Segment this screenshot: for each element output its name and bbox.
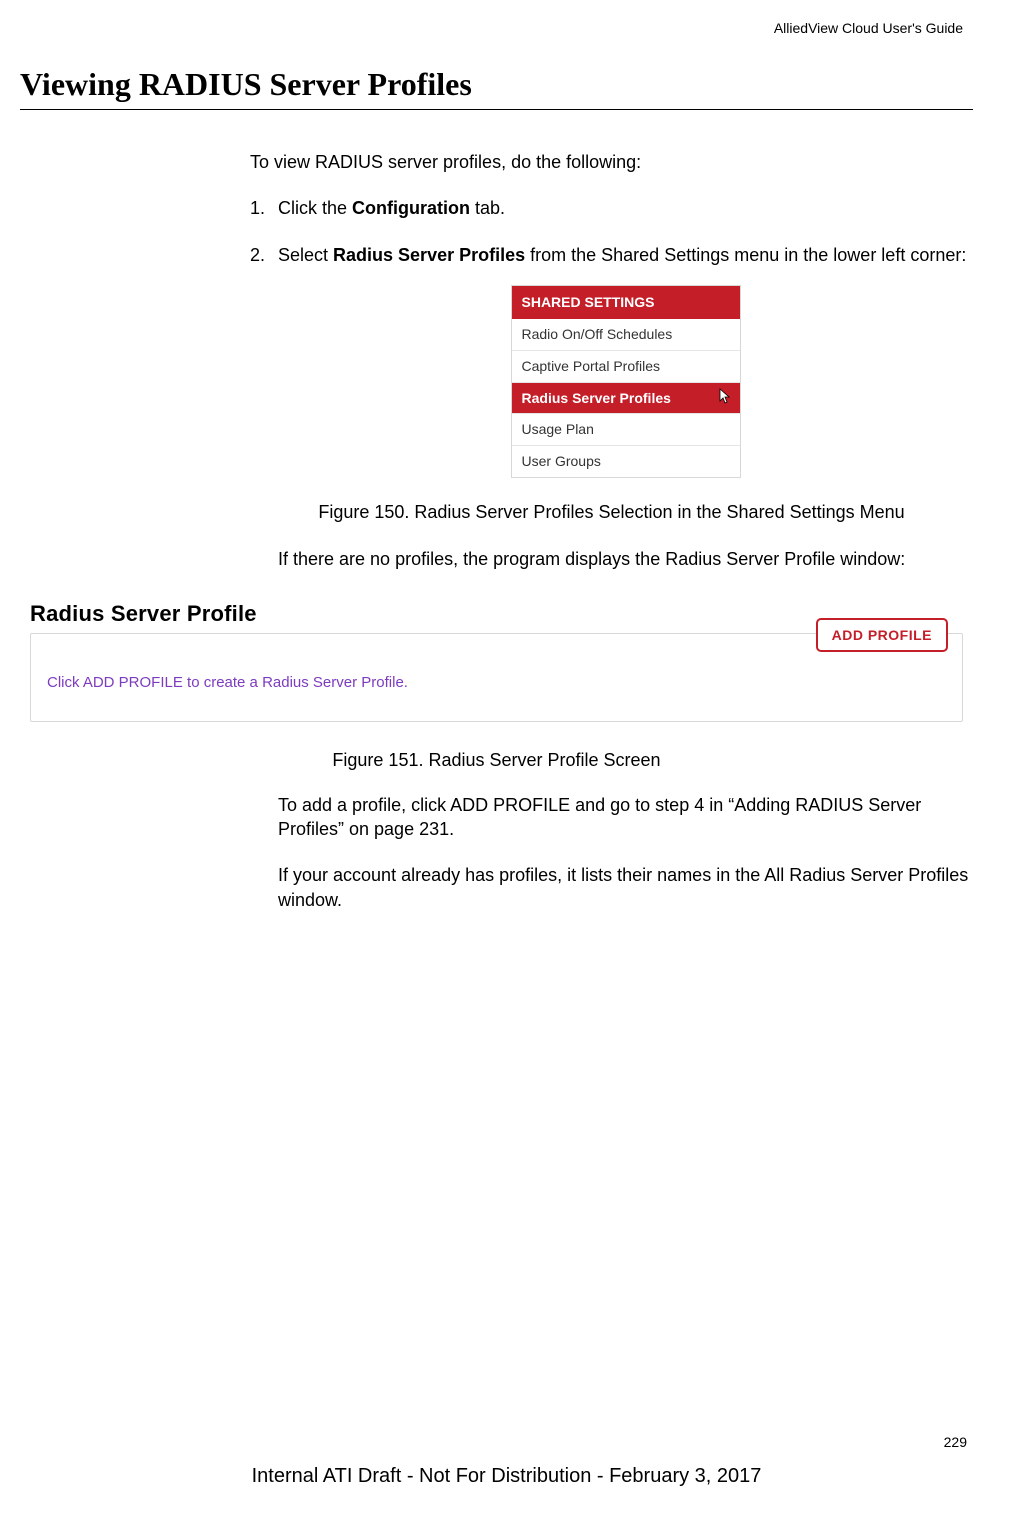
menu-item-usage-plan[interactable]: Usage Plan [512, 414, 740, 446]
shared-settings-menu: SHARED SETTINGS Radio On/Off Schedules C… [511, 285, 741, 478]
figure-150-caption: Figure 150. Radius Server Profiles Selec… [250, 500, 973, 524]
step-text-pre: Click the [278, 198, 352, 218]
profile-hint-text: Click ADD PROFILE to create a Radius Ser… [47, 674, 946, 691]
step-number: 1. [250, 196, 265, 220]
profile-box: ADD PROFILE Click ADD PROFILE to create … [30, 633, 963, 722]
step-text-pre: Select [278, 245, 333, 265]
step-text-post: from the Shared Settings menu in the low… [525, 245, 966, 265]
add-profile-button[interactable]: ADD PROFILE [816, 618, 948, 652]
figure-151-caption: Figure 151. Radius Server Profile Screen [20, 750, 973, 771]
step-text-bold: Radius Server Profiles [333, 245, 525, 265]
intro-text: To view RADIUS server profiles, do the f… [250, 150, 973, 174]
step-text-bold: Configuration [352, 198, 470, 218]
menu-item-user-groups[interactable]: User Groups [512, 446, 740, 477]
section-title: Viewing RADIUS Server Profiles [20, 66, 973, 103]
footer-draft-notice: Internal ATI Draft - Not For Distributio… [0, 1465, 1013, 1488]
cursor-icon [716, 387, 732, 412]
step-text-post: tab. [470, 198, 505, 218]
steps-list: 1. Click the Configuration tab. 2. Selec… [250, 196, 973, 478]
step-number: 2. [250, 243, 265, 267]
doc-header: AlliedView Cloud User's Guide [20, 20, 973, 36]
menu-item-captive-portal[interactable]: Captive Portal Profiles [512, 351, 740, 383]
menu-item-label: Radius Server Profiles [522, 390, 671, 406]
menu-item-radius-server[interactable]: Radius Server Profiles [512, 383, 740, 415]
after-fig150-text: If there are no profiles, the program di… [250, 547, 973, 571]
radius-profile-panel: Radius Server Profile ADD PROFILE Click … [30, 601, 963, 722]
menu-item-radio-schedules[interactable]: Radio On/Off Schedules [512, 319, 740, 351]
step-2: 2. Select Radius Server Profiles from th… [250, 243, 973, 479]
section-divider [20, 109, 973, 110]
after-fig151a-text: To add a profile, click ADD PROFILE and … [250, 793, 973, 842]
step-1: 1. Click the Configuration tab. [250, 196, 973, 220]
after-fig151b-text: If your account already has profiles, it… [250, 863, 973, 912]
page-number: 229 [944, 1434, 967, 1450]
menu-header: SHARED SETTINGS [512, 286, 740, 319]
